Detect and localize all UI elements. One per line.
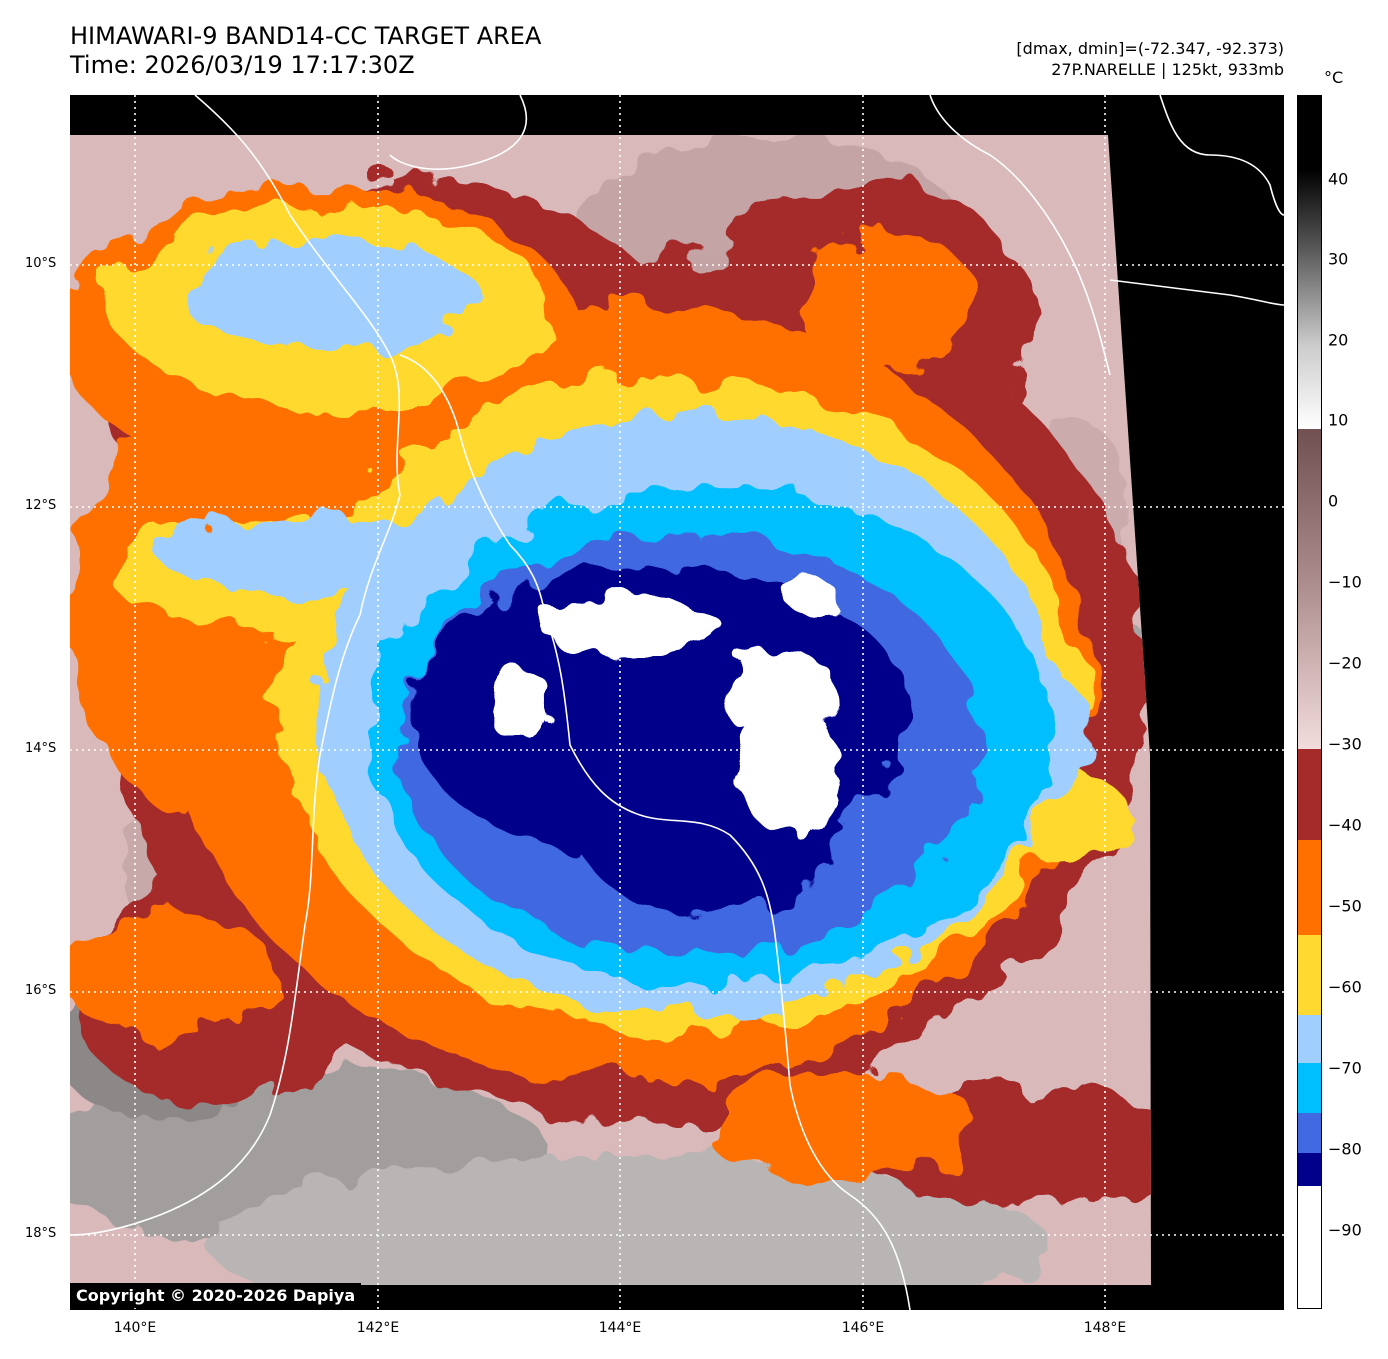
- cbar-tick-30: 30: [1328, 249, 1349, 269]
- cbar-tick-10: 10: [1328, 410, 1349, 430]
- satellite-image: [70, 95, 1284, 1310]
- cbar-tick-minus30: −30: [1328, 734, 1362, 754]
- lat-label-18s: 18°S: [25, 1226, 57, 1241]
- coastline: [70, 95, 1284, 1310]
- colorbar-unit: °C: [1324, 68, 1344, 87]
- lon-label-146e: 146°E: [841, 1320, 885, 1336]
- graticule: [70, 95, 1284, 1310]
- cbar-tick-minus60: −60: [1328, 977, 1362, 997]
- colorbar-scale: [1298, 96, 1321, 1308]
- lon-label-144e: 144°E: [598, 1320, 642, 1336]
- lat-label-16s: 16°S: [25, 983, 57, 998]
- cbar-tick-20: 20: [1328, 330, 1349, 350]
- lat-label-10s: 10°S: [25, 256, 57, 271]
- cloud-top-field: [70, 135, 1151, 1285]
- colorbar: [1297, 95, 1322, 1309]
- chart-title: HIMAWARI-9 BAND14-CC TARGET AREA Time: 2…: [70, 22, 541, 80]
- storm-info: [dmax, dmin]=(-72.347, -92.373) 27P.NARE…: [1016, 38, 1284, 80]
- title-line-1: HIMAWARI-9 BAND14-CC TARGET AREA: [70, 22, 542, 50]
- cbar-tick-minus90: −90: [1328, 1220, 1362, 1240]
- lon-label-148e: 148°E: [1083, 1320, 1127, 1336]
- cbar-tick-40: 40: [1328, 169, 1349, 189]
- lon-label-140e: 140°E: [113, 1320, 157, 1336]
- cbar-tick-minus10: −10: [1328, 572, 1362, 592]
- title-line-2: Time: 2026/03/19 17:17:30Z: [70, 51, 415, 79]
- cbar-tick-minus80: −80: [1328, 1139, 1362, 1159]
- cbar-tick-0: 0: [1328, 491, 1339, 511]
- satellite-map: Copyright © 2020-2026 Dapiya: [70, 95, 1284, 1310]
- cbar-tick-minus50: −50: [1328, 896, 1362, 916]
- storm-name-intensity: 27P.NARELLE | 125kt, 933mb: [1051, 60, 1284, 79]
- cbar-tick-minus40: −40: [1328, 815, 1362, 835]
- dmax-dmin-readout: [dmax, dmin]=(-72.347, -92.373): [1016, 39, 1284, 58]
- lat-label-12s: 12°S: [25, 498, 57, 513]
- cbar-tick-minus20: −20: [1328, 653, 1362, 673]
- lat-label-14s: 14°S: [25, 741, 57, 756]
- cbar-tick-minus70: −70: [1328, 1058, 1362, 1078]
- lon-label-142e: 142°E: [356, 1320, 400, 1336]
- copyright-label: Copyright © 2020-2026 Dapiya: [70, 1283, 362, 1308]
